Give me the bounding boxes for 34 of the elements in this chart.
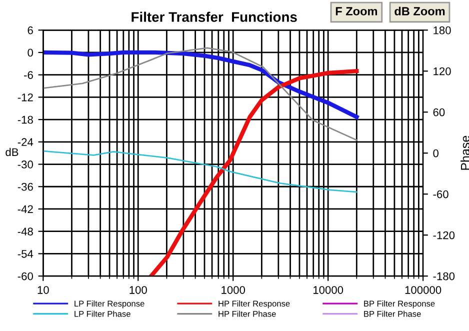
- x-tick-label: 10000: [313, 286, 344, 294]
- y2-tick-label: 0: [433, 149, 439, 158]
- legend-label: BP Filter Response: [364, 300, 435, 308]
- legend-label: LP Filter Phase: [74, 310, 130, 317]
- y-tick-label: -36: [18, 182, 33, 191]
- y-axis-title: dB: [6, 148, 18, 156]
- x-tick-label: 100000: [405, 286, 442, 294]
- y2-tick-label: -120: [433, 231, 455, 240]
- y-tick-label: -48: [18, 228, 33, 236]
- legend-label: BP Filter Phase: [364, 310, 421, 317]
- y-tick-label: -54: [18, 250, 34, 258]
- y-tick-label: -6: [24, 71, 33, 79]
- y-tick-label: -30: [18, 160, 33, 168]
- y-tick-label: -60: [18, 272, 33, 280]
- y-tick-label: -24: [18, 138, 34, 146]
- chart-title: Filter Transfer Functions: [132, 12, 297, 22]
- y-tick-label: -42: [18, 205, 33, 214]
- text: F Zoom: [336, 7, 378, 16]
- y2-tick-label: 60: [433, 108, 445, 116]
- y2-tick-label: 120: [434, 67, 451, 76]
- legend-label: LP Filter Response: [74, 300, 144, 308]
- y2-tick-label: -180: [433, 272, 455, 280]
- y-tick-label: -18: [18, 116, 33, 124]
- x-tick-label: 100: [130, 286, 147, 294]
- y-tick-label: 0: [28, 48, 33, 57]
- legend-label: HP Filter Phase: [218, 310, 276, 317]
- x-tick-label: 1000: [222, 286, 246, 294]
- x-tick-label: 10: [38, 286, 49, 294]
- y-tick-label: -12: [18, 93, 33, 102]
- text: dB Zoom: [394, 6, 445, 16]
- y-tick-label: 6: [28, 26, 33, 34]
- y2-tick-label: -60: [433, 190, 448, 198]
- y2-tick-label: 180: [434, 26, 451, 34]
- legend-label: HP Filter Response: [218, 300, 290, 308]
